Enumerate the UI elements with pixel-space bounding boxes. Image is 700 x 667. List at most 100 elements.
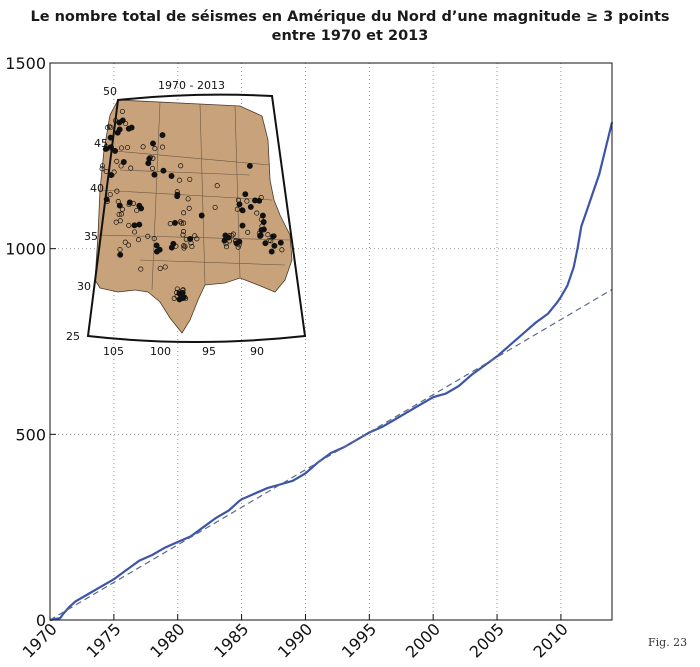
x-tick-label: 2010 — [530, 619, 572, 661]
quake-marker — [159, 144, 166, 150]
lat-label-50: 50 — [103, 85, 117, 98]
inset-map-title: 1970 - 2013 — [158, 79, 225, 92]
quake-marker — [99, 166, 105, 172]
quake-marker — [223, 244, 230, 250]
lon-label-90: 90 — [250, 345, 264, 358]
quake-marker — [131, 222, 138, 229]
quake-marker — [185, 196, 191, 202]
quake-marker — [181, 243, 187, 249]
quake-marker — [223, 235, 229, 241]
quake-marker — [157, 265, 163, 271]
quake-marker — [181, 210, 187, 216]
title-line-2: entre 1970 et 2013 — [271, 28, 429, 44]
lon-label-100: 100 — [150, 345, 171, 358]
quake-marker — [140, 144, 146, 150]
quake-marker — [145, 233, 151, 239]
quake-marker — [132, 229, 138, 235]
x-tick-label: 2000 — [402, 619, 444, 661]
quake-marker — [174, 191, 181, 198]
quake-marker — [226, 238, 232, 244]
quake-marker — [268, 248, 275, 255]
y-tick-label: 0 — [36, 611, 46, 630]
quake-marker — [160, 167, 167, 174]
x-tick-label: 1975 — [82, 619, 124, 661]
y-tick-label: 1500 — [5, 54, 46, 73]
quake-marker — [107, 191, 113, 198]
quake-marker — [126, 222, 132, 228]
quake-marker — [181, 220, 187, 226]
quake-marker — [146, 155, 153, 162]
quake-marker — [179, 220, 185, 226]
y-tick-label: 500 — [15, 425, 46, 444]
quake-marker — [172, 219, 178, 226]
y-tick-label: 1000 — [5, 240, 46, 259]
title-line-1: Le nombre total de séismes en Amérique d… — [30, 9, 670, 25]
quake-marker — [180, 229, 187, 235]
chart-title: Le nombre total de séismes en Amérique d… — [0, 8, 700, 46]
quake-marker — [194, 236, 200, 242]
quake-marker — [262, 240, 269, 247]
quake-marker — [119, 206, 125, 212]
quake-marker — [153, 242, 160, 249]
quake-marker — [268, 238, 274, 244]
quake-marker — [258, 195, 264, 201]
quake-marker — [170, 240, 177, 247]
trend-line-dashed — [49, 288, 613, 621]
quake-marker — [125, 242, 132, 248]
quake-marker — [265, 232, 271, 238]
quake-marker — [245, 229, 251, 235]
quake-marker — [242, 191, 249, 198]
quake-marker — [239, 207, 246, 214]
quake-marker — [108, 124, 114, 131]
quake-marker — [114, 158, 120, 164]
lon-label-95: 95 — [202, 345, 216, 358]
quake-marker — [271, 233, 277, 239]
quake-marker — [138, 266, 144, 272]
quake-marker — [167, 221, 173, 227]
lat-label-25: 25 — [66, 330, 80, 343]
lat-label-45: 45 — [94, 137, 108, 150]
x-tick-label: 1995 — [338, 619, 380, 661]
quake-marker — [116, 126, 123, 133]
quake-marker — [257, 232, 264, 239]
quake-marker — [151, 171, 158, 178]
quake-marker — [116, 119, 123, 126]
quake-marker — [118, 145, 125, 151]
quake-marker — [99, 163, 106, 169]
quake-marker — [174, 290, 180, 296]
quake-marker — [258, 216, 264, 222]
quake-marker — [189, 244, 195, 250]
quake-marker — [112, 147, 119, 154]
quake-marker — [230, 231, 236, 237]
quake-marker — [182, 294, 188, 300]
quake-marker — [124, 144, 131, 151]
quake-marker — [118, 211, 124, 217]
inset-map: 1970 - 2013 50 45 40 35 30 25 105 100 95… — [66, 79, 307, 358]
lat-label-40: 40 — [90, 182, 104, 195]
quake-marker — [180, 232, 186, 238]
quake-marker — [135, 237, 142, 243]
quake-marker — [151, 236, 157, 242]
quake-marker — [254, 210, 260, 216]
quake-marker — [130, 200, 137, 206]
quake-marker — [198, 212, 205, 219]
inset-quake-markers — [99, 108, 285, 303]
quake-marker — [258, 227, 265, 234]
quake-marker — [136, 202, 143, 209]
quake-marker — [239, 222, 246, 229]
quake-marker — [125, 125, 132, 132]
quake-marker — [212, 204, 218, 210]
x-tick-label: 1985 — [210, 619, 252, 661]
inset-map-internal-lines — [97, 101, 291, 291]
quake-marker — [174, 286, 180, 292]
quake-marker — [116, 202, 123, 209]
inset-map-frame — [86, 93, 307, 343]
x-tick-label: 1990 — [274, 619, 316, 661]
axis-ticks: 1970 1975 1980 1985 1990 1995 2000 2005 20100500… — [5, 54, 571, 662]
quake-marker — [246, 162, 253, 169]
quake-marker — [152, 146, 158, 152]
quake-marker — [277, 239, 284, 246]
quake-marker — [134, 207, 140, 214]
quake-marker — [116, 211, 122, 217]
